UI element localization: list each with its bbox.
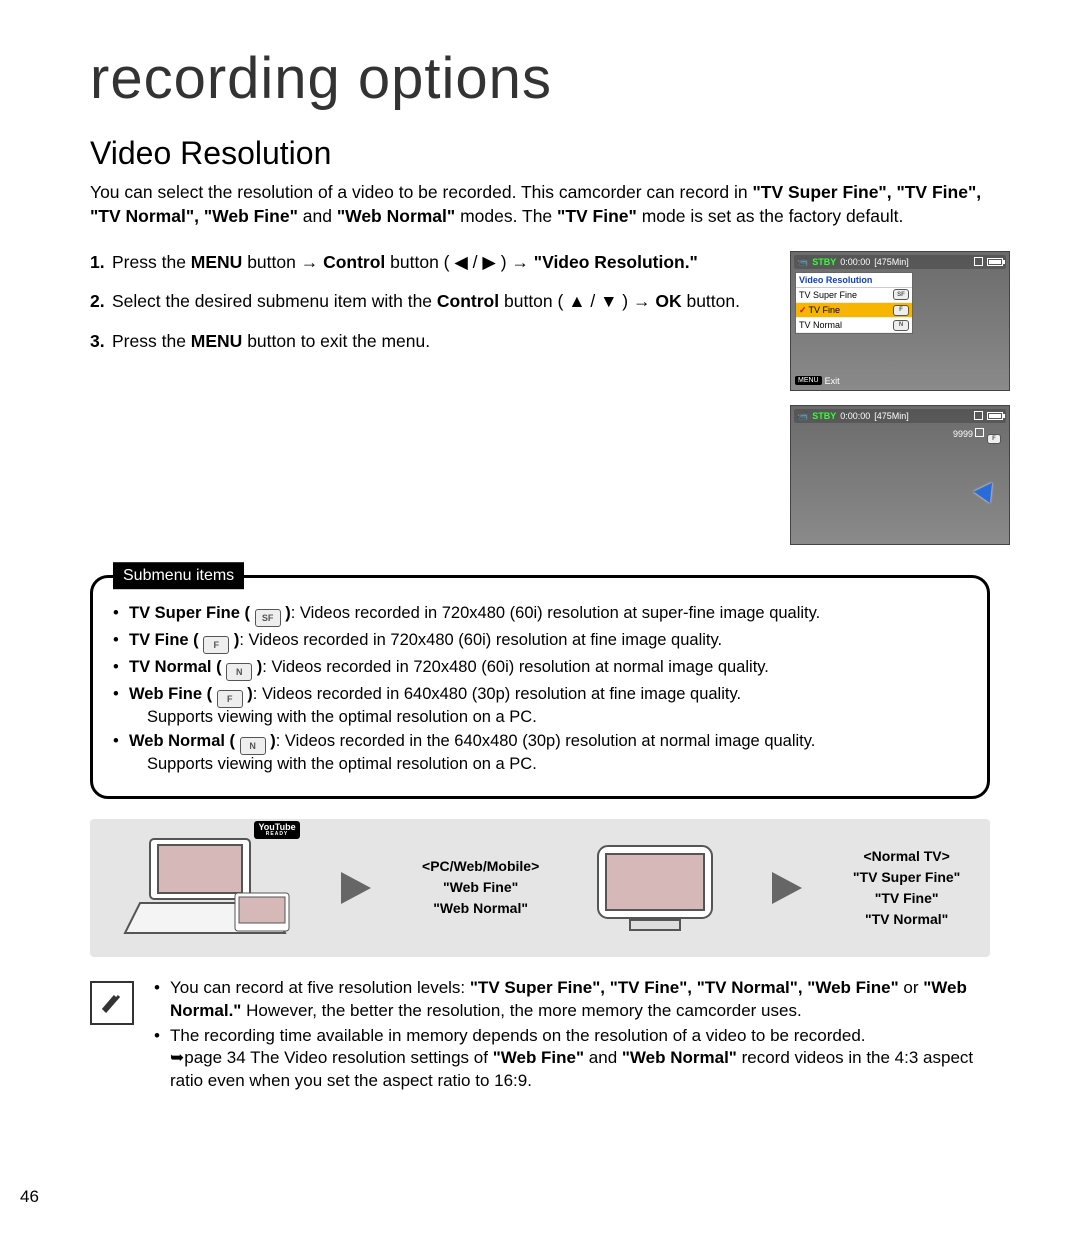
submenu-item-3: TV Normal ( N ): Videos recorded in 720x… xyxy=(111,656,969,681)
battery-icon xyxy=(987,258,1003,266)
f-icon: F xyxy=(203,636,229,654)
arrow-icon xyxy=(341,872,371,904)
dest-web: <PC/Web/Mobile> "Web Fine" "Web Normal" xyxy=(422,856,539,919)
steps-list: 1. Press the MENU button → Control butto… xyxy=(90,251,790,545)
card-icon xyxy=(974,257,983,266)
section-title: Video Resolution xyxy=(90,132,1020,175)
submenu-item-2: TV Fine ( F ): Videos recorded in 720x48… xyxy=(111,629,969,654)
screen-topbar: 📹 STBY 0:00:00 [475Min] xyxy=(794,255,1006,269)
note-1: You can record at five resolution levels… xyxy=(148,977,990,1023)
intro-text: You can select the resolution of a video… xyxy=(90,181,1000,228)
note-icon xyxy=(90,981,134,1025)
screen-live: 📹 STBY 0:00:00 [475Min] 9999 F xyxy=(790,405,1010,545)
shot-counter: 9999 F xyxy=(953,428,1001,444)
note-block: You can record at five resolution levels… xyxy=(90,977,990,1096)
card-icon xyxy=(974,411,983,420)
menu-opt-3: TV NormalN xyxy=(796,318,912,333)
youtube-badge: YouTubeREADY xyxy=(254,821,299,839)
laptop-icon: YouTubeREADY xyxy=(120,833,290,943)
screen-topbar-2: 📹 STBY 0:00:00 [475Min] xyxy=(794,409,1006,423)
screen-exit: MENUExit xyxy=(795,375,840,387)
submenu-item-5: Web Normal ( N ): Videos recorded in the… xyxy=(111,730,969,775)
screen-menu-open: 📹 STBY 0:00:00 [475Min] Video Resolution… xyxy=(790,251,1010,391)
arrow-icon xyxy=(772,872,802,904)
screenshots: 📹 STBY 0:00:00 [475Min] Video Resolution… xyxy=(790,251,1020,545)
menu-opt-2-selected: ✓TV FineF xyxy=(796,303,912,318)
submenu-item-1: TV Super Fine ( SF ): ): Videos recorded… xyxy=(111,602,969,627)
page-number: 46 xyxy=(20,1186,39,1209)
dest-tv: <Normal TV> "TV Super Fine" "TV Fine" "T… xyxy=(853,846,960,930)
screen-menu: Video Resolution TV Super FineSF ✓TV Fin… xyxy=(795,272,913,335)
step-1: 1. Press the MENU button → Control butto… xyxy=(90,251,770,275)
tv-icon xyxy=(590,838,720,938)
n-icon: N xyxy=(226,663,252,681)
cursor-icon xyxy=(974,477,1001,503)
submenu-label: Submenu items xyxy=(113,562,244,590)
note-2: The recording time available in memory d… xyxy=(148,1025,990,1094)
step-2: 2. Select the desired submenu item with … xyxy=(90,290,770,314)
menu-opt-1: TV Super FineSF xyxy=(796,288,912,303)
screen-menu-title: Video Resolution xyxy=(796,273,912,288)
device-strip: YouTubeREADY <PC/Web/Mobile> "Web Fine" … xyxy=(90,819,990,957)
step-3: 3. Press the MENU button to exit the men… xyxy=(90,330,770,354)
camera-icon: 📹 xyxy=(797,256,808,268)
chapter-title: recording options xyxy=(90,40,1020,118)
sf-icon: SF xyxy=(255,609,281,627)
battery-icon xyxy=(987,412,1003,420)
submenu-item-4: Web Fine ( F ): Videos recorded in 640x4… xyxy=(111,683,969,728)
camera-icon: 📹 xyxy=(797,410,808,422)
submenu-box: Submenu items TV Super Fine ( SF ): ): V… xyxy=(90,575,990,799)
